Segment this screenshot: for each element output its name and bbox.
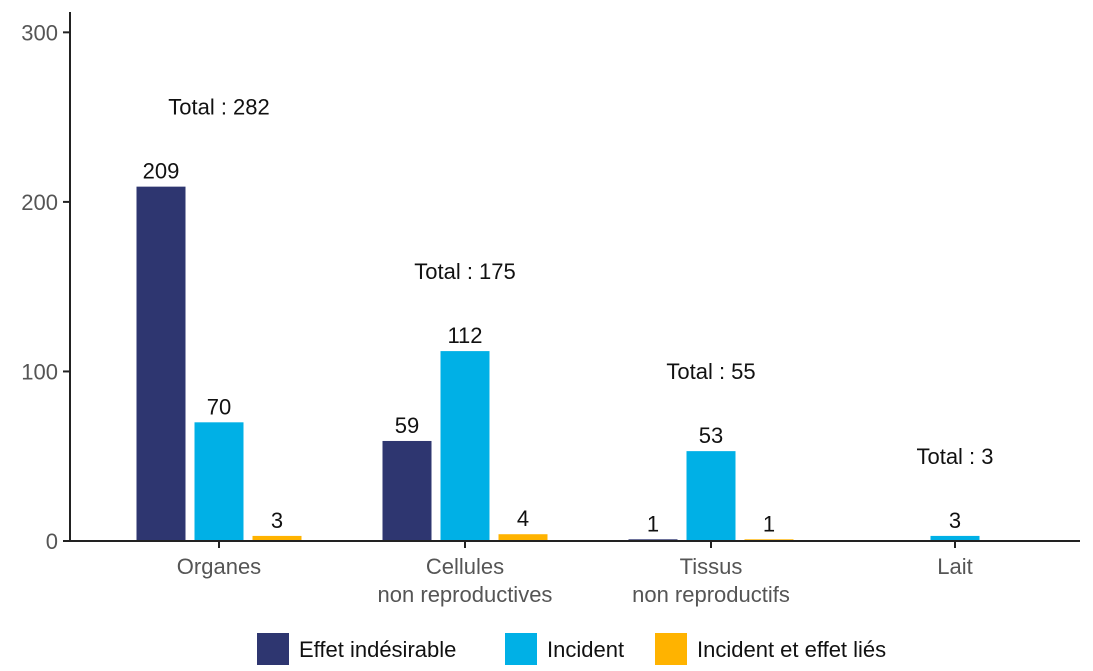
legend-label: Incident [547,637,624,662]
data-label: 59 [395,413,419,438]
data-label: 70 [207,394,231,419]
bar [686,451,736,541]
total-annotation: Total : 282 [168,95,270,120]
legend-swatch [505,633,537,665]
y-tick-label: 0 [46,529,58,554]
legend-swatch [655,633,687,665]
y-tick-label: 300 [21,20,58,45]
total-annotation: Total : 175 [414,259,516,284]
total-annotation: Total : 55 [666,359,755,384]
x-tick-label: non reproductives [378,582,553,607]
x-tick-label: non reproductifs [632,582,790,607]
legend-swatch [257,633,289,665]
bar [136,186,186,541]
data-label: 1 [763,511,775,536]
x-tick-label: Tissus [680,554,743,579]
bar [440,351,490,541]
bar [382,440,432,541]
bar [498,534,548,541]
data-label: 3 [949,508,961,533]
x-tick-label: Lait [937,554,972,579]
x-tick-label: Cellules [426,554,504,579]
data-label: 4 [517,506,529,531]
total-annotation: Total : 3 [916,444,993,469]
y-tick-label: 200 [21,190,58,215]
legend-label: Incident et effet liés [697,637,886,662]
data-label: 3 [271,508,283,533]
bar [930,535,980,541]
data-label: 112 [447,323,482,348]
bar [252,535,302,541]
data-label: 53 [699,423,723,448]
legend-label: Effet indésirable [299,637,456,662]
bar [194,422,244,541]
data-label: 209 [143,159,180,184]
data-label: 1 [647,511,659,536]
legend: Effet indésirable Incident Incident et eff… [257,633,886,665]
y-tick-label: 100 [21,359,58,384]
x-tick-label: Organes [177,554,261,579]
